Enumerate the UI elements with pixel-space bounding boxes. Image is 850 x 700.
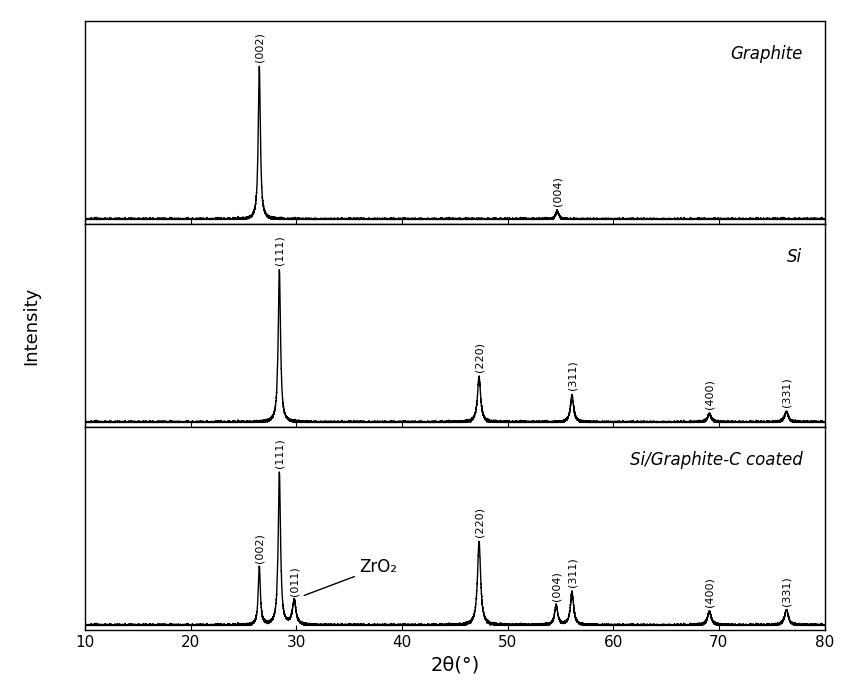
Text: (011): (011)	[289, 567, 299, 596]
Text: Si: Si	[787, 248, 802, 267]
Text: (331): (331)	[781, 377, 791, 407]
Text: (002): (002)	[254, 32, 264, 62]
Text: (220): (220)	[474, 507, 484, 537]
Text: (311): (311)	[567, 360, 577, 391]
Y-axis label: Intensity: Intensity	[23, 286, 41, 365]
Text: Si/Graphite-C coated: Si/Graphite-C coated	[630, 452, 802, 470]
Text: (400): (400)	[705, 578, 714, 607]
Text: (311): (311)	[567, 557, 577, 587]
Text: (111): (111)	[275, 235, 285, 265]
Text: ZrO₂: ZrO₂	[304, 559, 398, 596]
Text: (331): (331)	[781, 576, 791, 606]
Text: (111): (111)	[275, 438, 285, 468]
X-axis label: 2θ(°): 2θ(°)	[430, 655, 479, 674]
Text: (004): (004)	[551, 571, 561, 601]
Text: (002): (002)	[254, 533, 264, 563]
Text: (004): (004)	[552, 176, 562, 206]
Text: (220): (220)	[474, 342, 484, 372]
Text: (400): (400)	[705, 379, 714, 410]
Text: Graphite: Graphite	[730, 46, 802, 64]
